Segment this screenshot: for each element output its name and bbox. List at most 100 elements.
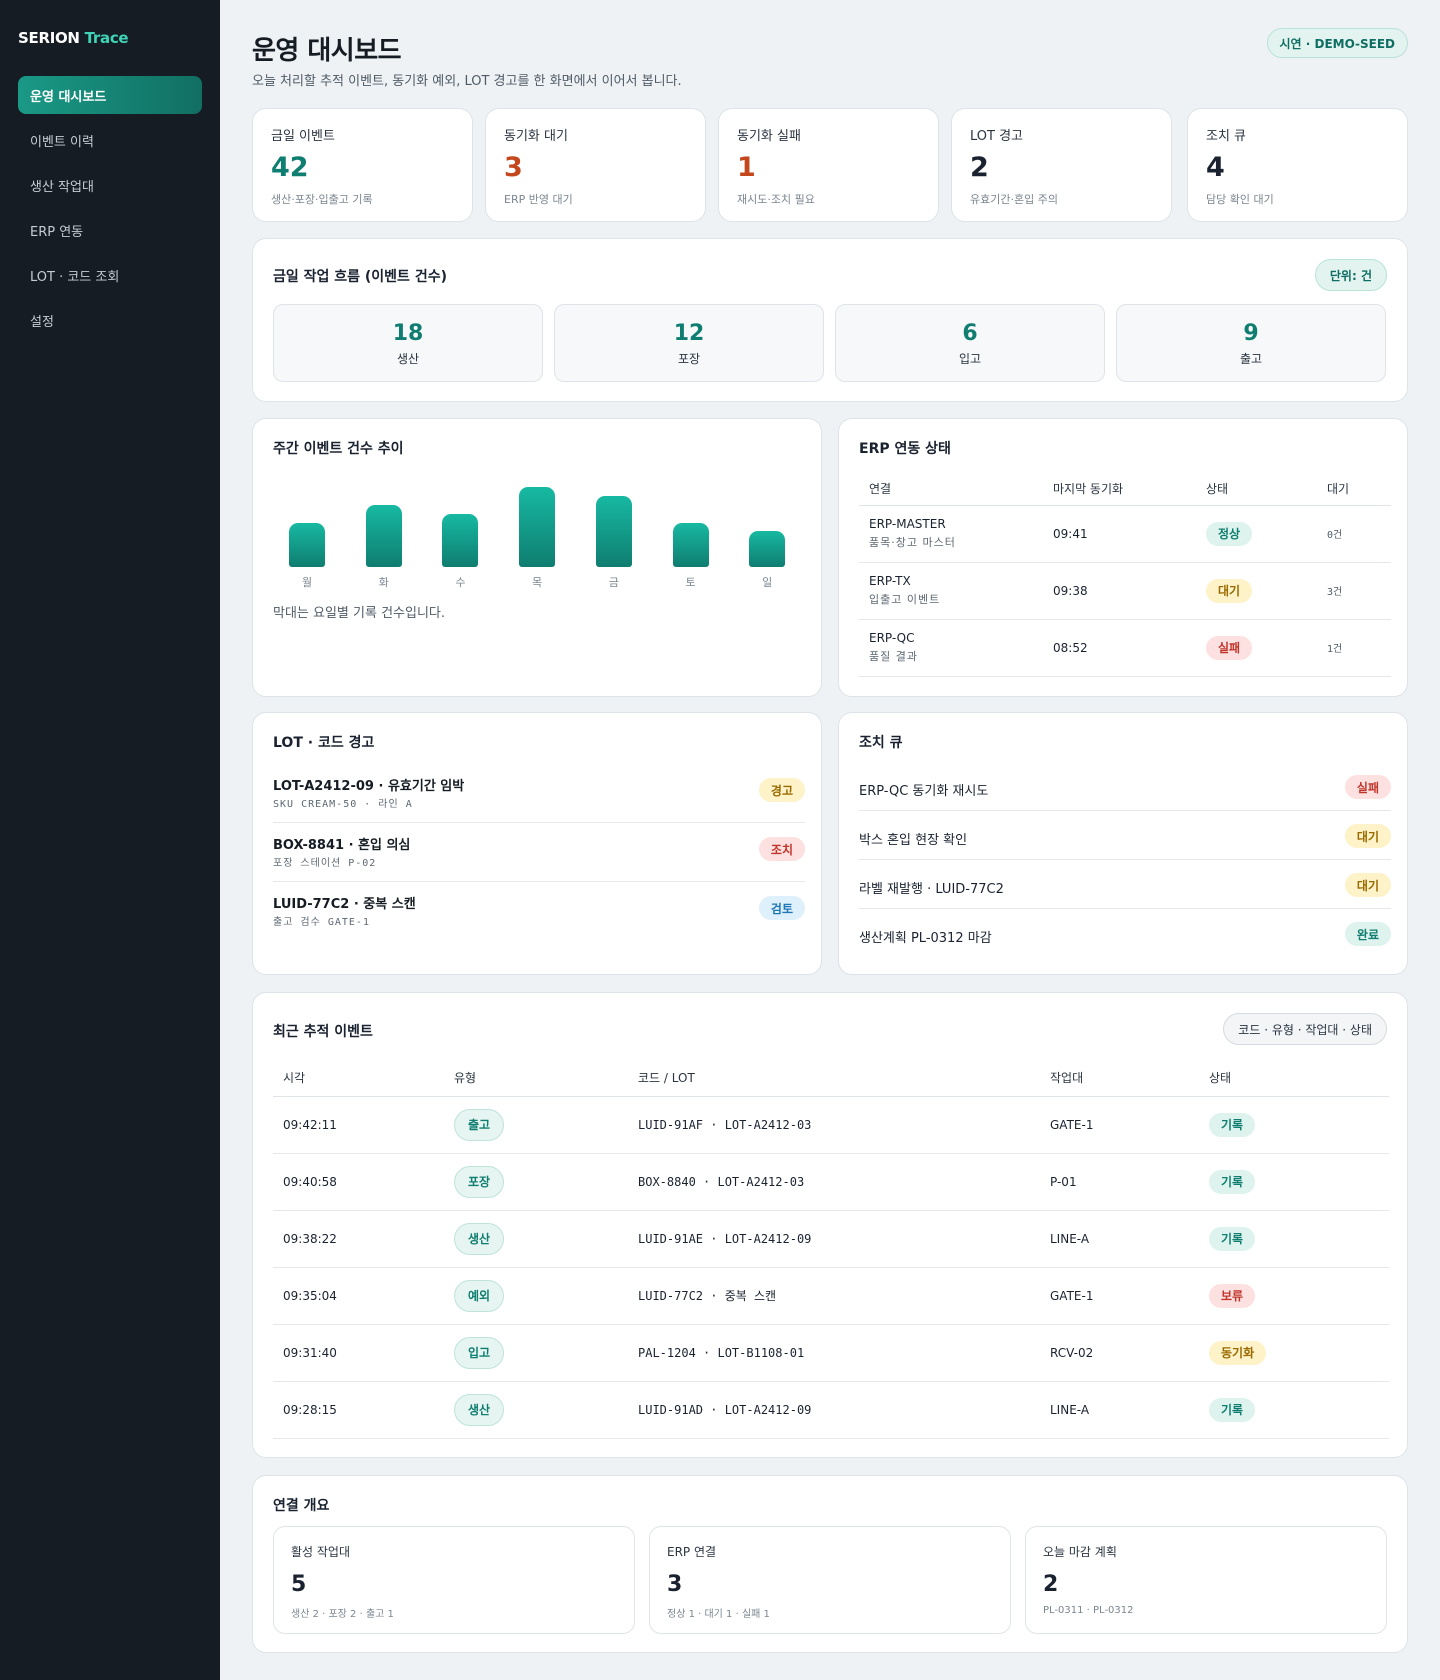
list-item[interactable]: LUID-77C2 · 중복 스캔 출고 검수 GATE-1 검토 (273, 883, 805, 941)
sidebar-item-lot-code-lookup[interactable]: LOT · 코드 조회 (30, 269, 120, 285)
sidebar-item-production-station[interactable]: 생산 작업대 (30, 179, 94, 195)
chart-bar[interactable] (519, 487, 556, 567)
col-header-type: 유형 (444, 1059, 628, 1097)
lot-warning-text: LOT-A2412-09 · 유효기간 임박 (273, 779, 465, 794)
col-header-connection: 연결 (859, 473, 1043, 506)
stat-label: LOT 경고 (970, 129, 1024, 144)
status-badge: 대기 (1344, 873, 1391, 897)
connection-value: 3 (667, 1572, 683, 1597)
page-title: 운영 대시보드 (252, 36, 402, 66)
connection-overview-panel: 연결 개요 활성 작업대 5 생산 2 · 포장 2 · 출고 1 ERP 연결… (252, 1475, 1408, 1653)
list-item[interactable]: 박스 혼입 현장 확인 대기 (859, 812, 1391, 860)
list-item[interactable]: ERP-QC 동기화 재시도 실패 (859, 763, 1391, 811)
page-subtitle: 오늘 처리할 추적 이벤트, 동기화 예외, LOT 경고를 한 화면에서 이어… (252, 74, 682, 89)
flow-item-packing[interactable]: 12 포장 (554, 304, 824, 382)
queue-item-text: 생산계획 PL-0312 마감 (859, 931, 992, 946)
weekly-chart-title: 주간 이벤트 건수 추이 (273, 441, 404, 457)
event-station: RCV-02 (1040, 1324, 1199, 1382)
list-item[interactable]: BOX-8841 · 혼입 의심 포장 스테이션 P-02 조치 (273, 824, 805, 882)
sidebar-nav: 운영 대시보드 이벤트 이력 생산 작업대 ERP 연동 LOT · 코드 조회… (18, 76, 202, 346)
event-station: P-01 (1040, 1153, 1199, 1211)
sidebar: SERION Trace 운영 대시보드 이벤트 이력 생산 작업대 ERP 연… (0, 0, 220, 1680)
connection-card-today-plans[interactable]: 오늘 마감 계획 2 PL-0311 · PL-0312 (1025, 1526, 1387, 1634)
flow-label: 포장 (677, 352, 701, 366)
erp-status-table: 연결 마지막 동기화 상태 대기 ERP-MASTER 품목·창고 마스터 09:… (859, 473, 1391, 677)
erp-pending-count: 0건 (1317, 505, 1391, 563)
status-badge: 실패 (1206, 635, 1253, 660)
event-station: GATE-1 (1040, 1096, 1199, 1154)
list-item[interactable]: 라벨 재발행 · LUID-77C2 대기 (859, 861, 1391, 909)
stat-value: 42 (271, 152, 309, 183)
event-filter-button[interactable]: 코드 · 유형 · 작업대 · 상태 (1223, 1013, 1387, 1045)
stat-card-sync-pending[interactable]: 동기화 대기 3 ERP 반영 대기 (485, 108, 706, 222)
table-row[interactable]: 09:42:11 출고 LUID-91AF · LOT-A2412-03 GAT… (273, 1096, 1389, 1154)
status-badge: 대기 (1206, 578, 1253, 603)
erp-last-sync: 08:52 (1043, 619, 1196, 677)
chart-bar[interactable] (749, 531, 786, 567)
erp-pending-count: 1건 (1317, 619, 1391, 677)
status-badge: 동기화 (1209, 1340, 1267, 1365)
table-row[interactable]: 09:35:04 예외 LUID-77C2 · 중복 스캔 GATE-1 보류 (273, 1267, 1389, 1325)
chart-bar[interactable] (595, 496, 632, 567)
table-row[interactable]: 09:28:15 생산 LUID-91AD · LOT-A2412-09 LIN… (273, 1381, 1389, 1439)
erp-last-sync: 09:38 (1043, 562, 1196, 620)
recent-events-panel: 최근 추적 이벤트 코드 · 유형 · 작업대 · 상태 시각 유형 코드 / … (252, 992, 1408, 1458)
stat-sub: 생산·포장·입출고 기록 (271, 193, 373, 206)
flow-item-inbound[interactable]: 6 입고 (835, 304, 1105, 382)
event-code: LUID-77C2 · 중복 스캔 (628, 1267, 1040, 1325)
status-badge: 기록 (1209, 1112, 1256, 1137)
stat-card-action-queue[interactable]: 조치 큐 4 담당 확인 대기 (1187, 108, 1408, 222)
flow-value: 9 (1243, 321, 1259, 346)
table-row[interactable]: ERP-QC 품질 결과 08:52 실패 1건 (859, 619, 1391, 677)
stat-card-today-events[interactable]: 금일 이벤트 42 생산·포장·입출고 기록 (252, 108, 473, 222)
chart-bar[interactable] (289, 523, 325, 567)
status-badge: 완료 (1344, 922, 1391, 946)
connection-label: 오늘 마감 계획 (1043, 1545, 1117, 1559)
chart-note: 막대는 요일별 기록 건수입니다. (273, 606, 446, 621)
status-badge: 검토 (758, 896, 805, 920)
stat-card-lot-warnings[interactable]: LOT 경고 2 유효기간·혼입 주의 (951, 108, 1172, 222)
lot-warning-title: LOT · 코드 경고 (273, 735, 375, 751)
list-item[interactable]: LOT-A2412-09 · 유효기간 임박 SKU CREAM-50 · 라인… (273, 765, 805, 823)
connection-card-active-stations[interactable]: 활성 작업대 5 생산 2 · 포장 2 · 출고 1 (273, 1526, 635, 1634)
table-row[interactable]: ERP-MASTER 품목·창고 마스터 09:41 정상 0건 (859, 505, 1391, 563)
erp-connection-desc: 품목·창고 마스터 (869, 536, 956, 549)
chart-bar[interactable] (442, 514, 479, 567)
lot-warning-desc: 출고 검수 GATE-1 (273, 917, 370, 928)
connection-sub: 생산 2 · 포장 2 · 출고 1 (291, 1609, 394, 1620)
stat-card-sync-failed[interactable]: 동기화 실패 1 재시도·조치 필요 (718, 108, 939, 222)
stat-sub: 재시도·조치 필요 (737, 193, 815, 206)
sidebar-item-settings[interactable]: 설정 (30, 314, 54, 330)
event-time: 09:28:15 (273, 1381, 444, 1439)
lot-warning-desc: 포장 스테이션 P-02 (273, 858, 377, 869)
table-row[interactable]: 09:31:40 입고 PAL-1204 · LOT-B1108-01 RCV-… (273, 1324, 1389, 1382)
table-row[interactable]: 09:38:22 생산 LUID-91AE · LOT-A2412-09 LIN… (273, 1210, 1389, 1268)
chart-bar[interactable] (365, 505, 402, 567)
queue-item-text: ERP-QC 동기화 재시도 (859, 784, 989, 799)
stat-label: 동기화 대기 (504, 129, 568, 144)
sidebar-item-erp-sync[interactable]: ERP 연동 (30, 224, 84, 240)
flow-item-outbound[interactable]: 9 출고 (1116, 304, 1386, 382)
recent-events-table: 시각 유형 코드 / LOT 작업대 상태 09:42:11 출고 LUID-9… (273, 1059, 1389, 1439)
event-time: 09:40:58 (273, 1153, 444, 1211)
status-badge: 조치 (758, 837, 805, 861)
chart-bar[interactable] (672, 523, 709, 567)
erp-status-panel: ERP 연동 상태 연결 마지막 동기화 상태 대기 ERP-MASTER 품목·… (838, 418, 1408, 697)
list-item[interactable]: 생산계획 PL-0312 마감 완료 (859, 910, 1391, 958)
table-row[interactable]: ERP-TX 입출고 이벤트 09:38 대기 3건 (859, 562, 1391, 620)
table-row[interactable]: 09:40:58 포장 BOX-8840 · LOT-A2412-03 P-01… (273, 1153, 1389, 1211)
event-code: LUID-91AD · LOT-A2412-09 (628, 1381, 1040, 1439)
connection-label: ERP 연결 (667, 1545, 717, 1559)
sidebar-item-dashboard[interactable]: 운영 대시보드 (18, 76, 202, 114)
lot-warning-text: LUID-77C2 · 중복 스캔 (273, 897, 416, 912)
brand-logo[interactable]: SERION Trace (18, 29, 129, 47)
sidebar-item-event-history[interactable]: 이벤트 이력 (30, 134, 94, 150)
connection-card-erp[interactable]: ERP 연결 3 정상 1 · 대기 1 · 실패 1 (649, 1526, 1011, 1634)
erp-connection-name: ERP-QC (869, 631, 915, 645)
col-header-pending: 대기 (1317, 473, 1391, 506)
status-badge: 기록 (1209, 1169, 1256, 1194)
flow-value: 12 (673, 321, 705, 346)
event-code: LUID-91AF · LOT-A2412-03 (628, 1096, 1040, 1154)
stat-sub: 유효기간·혼입 주의 (970, 193, 1058, 206)
flow-item-production[interactable]: 18 생산 (273, 304, 543, 382)
